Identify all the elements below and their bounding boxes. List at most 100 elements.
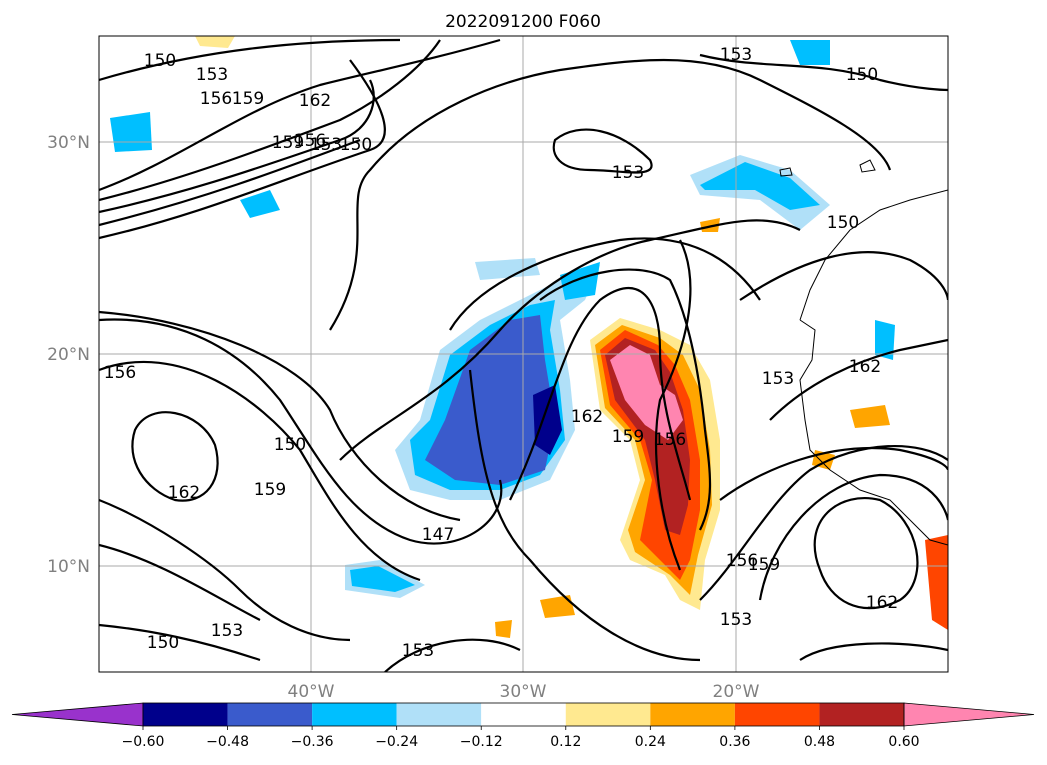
colorbar-segment (227, 703, 313, 726)
contour-line (99, 360, 421, 582)
colorbar-tick-label: −0.12 (460, 734, 503, 750)
contour-label: 159 (612, 427, 644, 447)
contour-line (99, 623, 261, 662)
contour-label: 159 (254, 480, 286, 500)
contour-line (758, 473, 948, 601)
contour-line (99, 498, 351, 642)
lon-label-20w: 20°W (713, 682, 760, 702)
contour-line (99, 59, 386, 240)
colorbar: −0.60 −0.48 −0.36 −0.24 −0.12 0.12 0.24 0.36 0.4… (11, 702, 1035, 750)
colorbar-segment (481, 703, 566, 726)
lon-label-40w: 40°W (288, 682, 335, 702)
contour-labels: 150 153 156 159 162 159 156 153 150 162 … (104, 45, 898, 661)
lat-label-10n: 10°N (47, 557, 90, 577)
contour-label: 156 (200, 89, 232, 109)
patch-blue-1 (110, 112, 152, 152)
patch-orange-1 (540, 595, 575, 618)
contour-label: 159 (272, 133, 304, 153)
colorbar-tick-label: 0.60 (888, 734, 919, 750)
colorbar-extend-low (11, 702, 144, 727)
contour-label: 150 (274, 435, 306, 455)
map-panel: 150 153 156 159 162 159 156 153 150 162 … (47, 35, 949, 702)
contour-line (813, 497, 919, 610)
contour-label: 159 (232, 89, 264, 109)
contour-line (99, 543, 261, 621)
coastline-islands (779, 159, 876, 177)
contour-label: 156 (654, 430, 686, 450)
anomaly-dark-blue (533, 385, 562, 455)
lat-label-30n: 30°N (47, 133, 90, 153)
colorbar-segment (734, 703, 820, 726)
coastline-africa-north (799, 189, 948, 321)
contour-label: 162 (866, 593, 898, 613)
colorbar-segment (819, 703, 904, 726)
contour-line (99, 38, 501, 192)
coastline-africa-west (799, 319, 948, 546)
colorbar-tick-label: 0.36 (719, 734, 750, 750)
contour-line (99, 79, 375, 214)
colorbar-segment (565, 703, 651, 726)
lat-label-20n: 20°N (47, 345, 90, 365)
contour-line (329, 58, 892, 331)
contour-line (339, 219, 801, 461)
contour-line (99, 318, 503, 545)
patch-blue-5 (240, 190, 280, 218)
colorbar-tick-label: −0.48 (206, 734, 249, 750)
contour-label: 153 (720, 45, 752, 65)
patch-blue-7 (560, 262, 600, 300)
contour-label: 153 (196, 65, 228, 85)
colorbar-tick-label: −0.36 (291, 734, 334, 750)
contour-label: 147 (422, 525, 454, 545)
contour-label: 150 (846, 65, 878, 85)
shading-layer (110, 36, 948, 638)
coastlines (779, 159, 948, 546)
contour-line (699, 53, 948, 92)
contour-label: 150 (827, 213, 859, 233)
patch-blue-4 (350, 566, 415, 592)
patch-yellow-5 (195, 36, 235, 48)
colorbar-tick-label: 0.48 (804, 734, 835, 750)
colorbar-frame (142, 702, 905, 727)
contour-line (449, 237, 761, 331)
contour-label: 153 (310, 135, 342, 155)
lat-labels: 30°N 20°N 10°N (47, 133, 90, 577)
colorbar-segment (650, 703, 735, 726)
colorbar-segment (396, 703, 482, 726)
contour-label: 153 (211, 621, 243, 641)
contour-label: 153 (612, 163, 644, 183)
contour-label: 162 (299, 91, 331, 111)
contour-lines (99, 38, 948, 672)
contour-label: 153 (762, 369, 794, 389)
contour-line (468, 369, 701, 662)
patch-blue-2 (700, 162, 820, 210)
contour-line (799, 642, 948, 661)
anomaly-pink (610, 345, 683, 440)
lon-labels: 40°W 30°W 20°W (288, 682, 760, 702)
contour-line (131, 411, 219, 502)
patch-blue-3 (790, 40, 830, 65)
contour-label: 156 (104, 363, 136, 383)
colorbar-segment (312, 703, 397, 726)
contour-label: 150 (340, 135, 372, 155)
patch-red-4 (925, 535, 948, 630)
patch-orange-2 (850, 405, 890, 428)
contour-line (509, 287, 692, 501)
contour-label: 150 (147, 633, 179, 653)
contour-line (739, 251, 948, 301)
contour-line (99, 138, 361, 227)
colorbar-tick-label: 0.24 (635, 734, 666, 750)
colorbar-extend-high (903, 702, 1035, 727)
contour-label: 156 (294, 131, 326, 151)
patch-light-blue-6 (475, 258, 540, 280)
contour-label: 153 (720, 610, 752, 630)
lon-label-30w: 30°W (500, 682, 547, 702)
colorbar-tick-label: 0.12 (550, 734, 581, 750)
contour-line (99, 39, 441, 202)
gridlines (99, 36, 948, 672)
contour-label: 156 (726, 551, 758, 571)
contour-label: 150 (144, 51, 176, 71)
contour-line (539, 268, 712, 531)
contour-line (99, 310, 461, 522)
contour-label: 153 (402, 641, 434, 661)
